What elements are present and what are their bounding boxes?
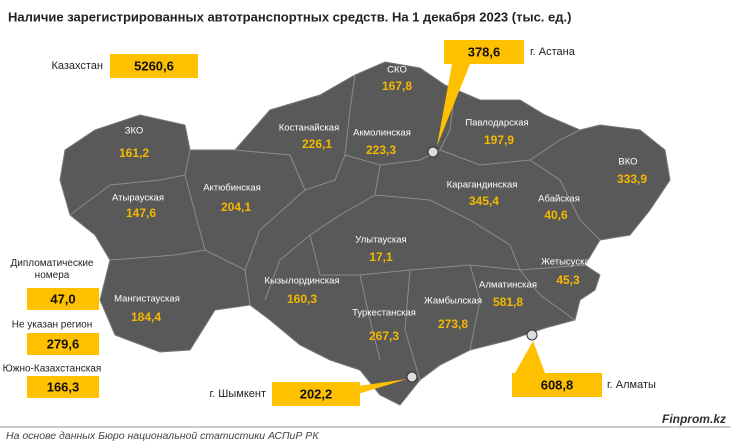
region-value: 267,3: [369, 329, 399, 343]
other-label: Южно-Казахстанская: [3, 364, 102, 375]
region-value: 345,4: [469, 194, 499, 208]
region-name: Улытауская: [355, 235, 406, 246]
value-box: [272, 382, 360, 406]
region-name: Туркестанская: [352, 308, 416, 319]
region-value: 197,9: [484, 133, 514, 147]
region-name: Алматинская: [479, 280, 537, 291]
source: На основе данных Бюро национальной стати…: [6, 430, 319, 442]
city-marker: [427, 146, 439, 158]
region-value: 160,3: [287, 292, 317, 306]
box-value: 279,6: [47, 336, 80, 351]
region-value: 40,6: [544, 208, 568, 222]
country-shape: [59, 61, 671, 406]
region-value: 17,1: [369, 250, 393, 264]
region-value: 226,1: [302, 137, 332, 151]
city-name: г. Шымкент: [210, 388, 267, 400]
region-value: 167,8: [382, 79, 412, 93]
value-box: [512, 373, 602, 397]
callout-pointer: [437, 64, 470, 146]
region-name: Абайская: [538, 194, 580, 205]
region-value: 273,8: [438, 317, 468, 331]
city-marker: [526, 329, 538, 341]
total-label: Казахстан: [51, 60, 103, 72]
region-value: 161,2: [119, 146, 149, 160]
value-box: [27, 376, 99, 398]
region-value: 333,9: [617, 172, 647, 186]
region-value: 204,1: [221, 200, 251, 214]
box-value: 5260,6: [134, 58, 174, 73]
region-value: 147,6: [126, 206, 156, 220]
callout-pointer: [358, 379, 407, 394]
region-name: Карагандинская: [447, 180, 518, 191]
value-box: [444, 40, 524, 64]
region-name: Жамбылская: [424, 296, 482, 307]
box-value: 378,6: [468, 44, 501, 59]
box-value: 202,2: [300, 386, 333, 401]
region-name: СКО: [387, 65, 407, 76]
city-name: г. Астана: [530, 46, 576, 58]
city-marker: [406, 371, 418, 383]
region-value: 45,3: [556, 273, 580, 287]
region-name: Актюбинская: [203, 183, 261, 194]
region-name: ЗКО: [125, 126, 144, 137]
region-name: Павлодарская: [465, 118, 528, 129]
region-name: Мангистауская: [114, 294, 180, 305]
other-label: Не указан регион: [12, 320, 93, 331]
region-value: 184,4: [131, 310, 161, 324]
region-name: Жетысуская: [541, 257, 595, 268]
title: Наличие зарегистрированных автотранспорт…: [8, 9, 571, 24]
value-box: [110, 54, 198, 78]
value-box: [27, 333, 99, 355]
region-name: ВКО: [618, 157, 637, 168]
region-name: Атырауская: [112, 193, 164, 204]
region-value: 581,8: [493, 295, 523, 309]
box-value: 608,8: [541, 377, 574, 392]
box-value: 47,0: [50, 291, 75, 306]
region-name: Акмолинская: [353, 128, 411, 139]
callout-pointer: [515, 341, 545, 373]
box-value: 166,3: [47, 379, 80, 394]
value-box: [27, 288, 99, 310]
city-name: г. Алматы: [607, 379, 656, 391]
other-label: Дипломатические номера: [10, 258, 94, 281]
region-value: 223,3: [366, 143, 396, 157]
brand: Finprom.kz: [662, 412, 726, 426]
region-name: Кызылординская: [264, 276, 339, 287]
region-name: Костанайская: [279, 123, 339, 134]
